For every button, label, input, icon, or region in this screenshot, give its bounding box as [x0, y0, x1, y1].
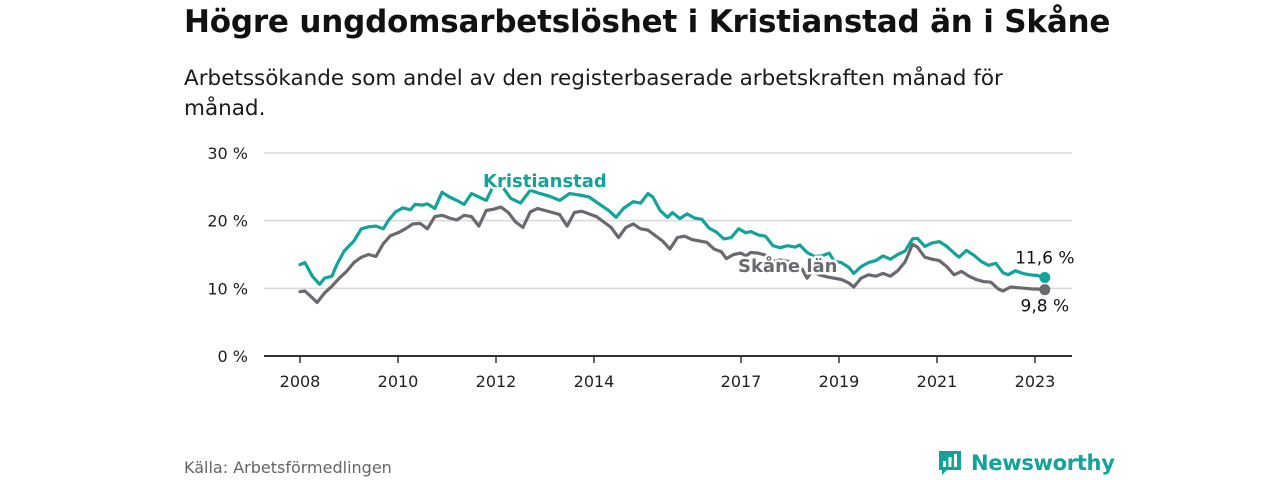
newsworthy-logo-icon	[939, 451, 961, 475]
series-label-kristianstad: Kristianstad	[483, 171, 607, 192]
series-labels: Kristianstad Skåne län 11,6 % 9,8 %	[481, 169, 1075, 317]
y-tick-label: 20 %	[207, 212, 248, 231]
x-tick-label: 2017	[721, 372, 762, 391]
x-tick-label: 2021	[917, 372, 958, 391]
series-line-skane	[298, 205, 1047, 305]
end-value-skane: 9,8 %	[1021, 297, 1070, 317]
series-lines	[298, 183, 1051, 305]
gridlines	[264, 152, 1072, 290]
x-tick-label: 2023	[1015, 372, 1056, 391]
brand-logo: Newsworthy	[937, 448, 1115, 478]
end-point-kristianstad	[1039, 272, 1051, 284]
x-tick-label: 2019	[819, 372, 860, 391]
y-tick-label: 30 %	[207, 144, 248, 163]
y-axis: 0 % 10 % 20 % 30 %	[207, 144, 248, 366]
x-tick-label: 2012	[476, 372, 517, 391]
end-value-kristianstad: 11,6 %	[1015, 249, 1074, 269]
chart-title: Högre ungdomsarbetslöshet i Kristianstad…	[184, 4, 1111, 40]
x-tick-label: 2008	[280, 372, 321, 391]
brand-name: Newsworthy	[971, 451, 1115, 475]
x-tick-label: 2014	[574, 372, 615, 391]
end-point-skane	[1039, 284, 1051, 296]
y-tick-label: 10 %	[207, 279, 248, 298]
chart-subtitle: Arbetssökande som andel av den registerb…	[184, 66, 1003, 121]
y-tick-label: 0 %	[218, 347, 248, 366]
x-axis: 2008 2010 2012 2014 2017 2019 2021 2023	[264, 355, 1072, 391]
series-label-skane: Skåne län	[738, 255, 838, 277]
line-chart: 0 % 10 % 20 % 30 % 2008 2010 2012 2014 2017 2019…	[207, 144, 1075, 391]
source-note: Källa: Arbetsförmedlingen	[184, 458, 392, 477]
series-line-kristianstad	[298, 183, 1047, 286]
x-tick-label: 2010	[378, 372, 419, 391]
